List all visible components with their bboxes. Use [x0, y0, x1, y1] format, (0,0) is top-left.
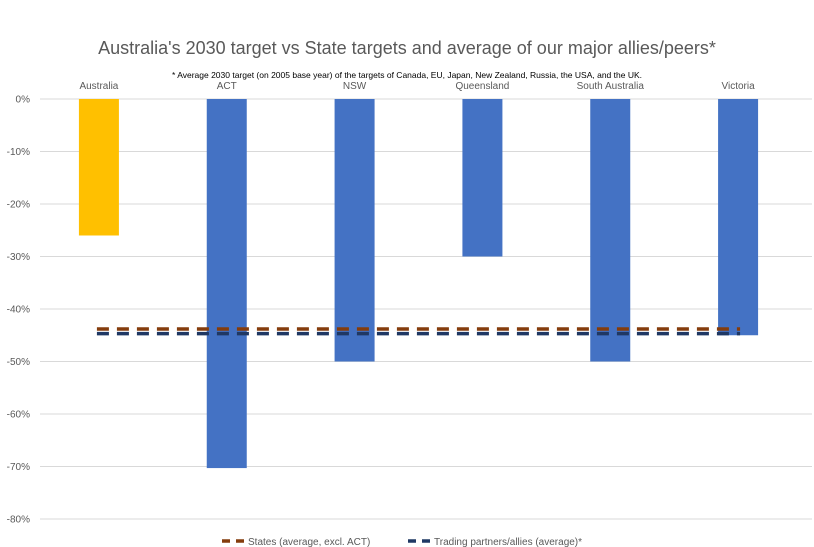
- category-label: Victoria: [721, 81, 755, 92]
- chart-title: Australia's 2030 target vs State targets…: [98, 38, 716, 58]
- category-label: Australia: [79, 81, 118, 92]
- category-label: Queensland: [455, 81, 509, 92]
- bar-queensland: [462, 99, 503, 257]
- bar-australia: [78, 99, 119, 236]
- y-tick-label: -30%: [7, 252, 30, 263]
- category-label: South Australia: [577, 81, 645, 92]
- legend-label: Trading partners/allies (average)*: [434, 537, 582, 547]
- legend-label: States (average, excl. ACT): [248, 537, 370, 547]
- y-tick-label: -50%: [7, 357, 30, 368]
- chart-subtitle: * Average 2030 target (on 2005 base year…: [172, 70, 642, 80]
- y-tick-label: 0%: [16, 95, 31, 106]
- category-label: NSW: [343, 81, 367, 92]
- y-tick-label: -10%: [7, 147, 30, 158]
- category-label: ACT: [217, 81, 237, 92]
- y-tick-label: -40%: [7, 305, 30, 316]
- bar-act: [206, 99, 247, 469]
- y-tick-label: -80%: [7, 515, 30, 526]
- y-tick-label: -60%: [7, 410, 30, 421]
- bar-nsw: [334, 99, 375, 362]
- y-tick-label: -20%: [7, 200, 30, 211]
- y-tick-label: -70%: [7, 462, 30, 473]
- bar-south-australia: [590, 99, 631, 362]
- bar-victoria: [718, 99, 759, 336]
